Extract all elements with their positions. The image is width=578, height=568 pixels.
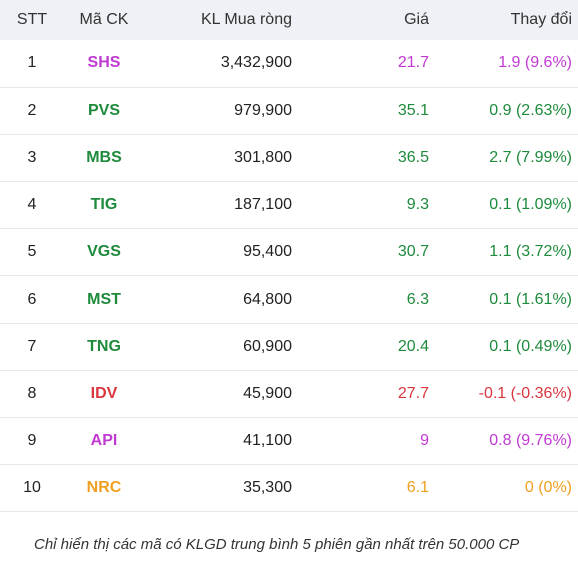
table-row[interactable]: 8 IDV 45,900 27.7 -0.1 (-0.36%): [0, 370, 578, 418]
header-kl-mua-rong: KL Mua ròng: [200, 11, 292, 28]
footnote: Chỉ hiển thị các mã có KLGD trung bình 5…: [34, 536, 520, 553]
row-kl-mua-rong: 60,900: [243, 337, 292, 355]
row-symbol[interactable]: PVS: [87, 101, 120, 119]
row-symbol[interactable]: MBS: [86, 148, 122, 166]
table-row[interactable]: 4 TIG 187,100 9.3 0.1 (1.09%): [0, 182, 578, 229]
row-thay-doi: 0 (0%): [524, 479, 572, 497]
row-kl-mua-rong: 187,100: [234, 196, 292, 214]
row-thay-doi: -0.1 (-0.36%): [478, 384, 572, 402]
row-thay-doi: 0.8 (9.76%): [489, 432, 572, 450]
table-row[interactable]: 3 MBS 301,800 36.5 2.7 (7.99%): [0, 134, 578, 182]
row-symbol[interactable]: IDV: [90, 384, 118, 402]
row-stt: 9: [27, 432, 37, 450]
row-thay-doi: 0.1 (1.09%): [489, 196, 572, 214]
row-thay-doi: 1.9 (9.6%): [498, 54, 572, 72]
row-thay-doi: 0.1 (0.49%): [489, 337, 572, 355]
row-kl-mua-rong: 3,432,900: [220, 54, 292, 72]
row-gia: 27.7: [397, 384, 429, 402]
row-stt: 3: [27, 148, 37, 166]
row-gia: 20.4: [397, 337, 429, 355]
row-thay-doi: 0.9 (2.63%): [489, 101, 572, 119]
row-symbol[interactable]: NRC: [86, 479, 122, 497]
row-gia: 36.5: [397, 148, 429, 166]
header-thay-doi: Thay đổi: [510, 11, 572, 28]
row-symbol[interactable]: API: [90, 432, 118, 450]
row-kl-mua-rong: 45,900: [243, 384, 292, 402]
row-thay-doi: 1.1 (3.72%): [489, 243, 572, 261]
row-symbol[interactable]: MST: [87, 290, 121, 308]
row-gia: 9.3: [406, 196, 429, 214]
row-symbol[interactable]: TIG: [90, 196, 118, 214]
row-gia: 9: [420, 432, 429, 450]
row-stt: 10: [23, 479, 41, 497]
row-stt: 4: [27, 196, 37, 214]
table-header-row: STT Mã CK KL Mua ròng Giá Thay đổi: [0, 0, 578, 40]
header-ma-ck: Mã CK: [79, 11, 129, 28]
row-gia: 21.7: [397, 54, 429, 72]
header-gia: Giá: [404, 11, 429, 28]
row-stt: 1: [27, 54, 37, 72]
table-row[interactable]: 10 NRC 35,300 6.1 0 (0%): [0, 465, 578, 512]
row-gia: 6.3: [406, 290, 429, 308]
table-row[interactable]: 6 MST 64,800 6.3 0.1 (1.61%): [0, 276, 578, 324]
row-kl-mua-rong: 301,800: [234, 148, 292, 166]
net-buy-table: STT Mã CK KL Mua ròng Giá Thay đổi 1 SHS 3…: [0, 0, 578, 512]
row-kl-mua-rong: 64,800: [243, 290, 292, 308]
row-stt: 2: [27, 101, 37, 119]
row-stt: 6: [27, 290, 37, 308]
header-stt: STT: [16, 11, 48, 28]
row-kl-mua-rong: 95,400: [243, 243, 292, 261]
table-row[interactable]: 1 SHS 3,432,900 21.7 1.9 (9.6%): [0, 40, 578, 88]
row-symbol[interactable]: TNG: [87, 337, 121, 355]
table-row[interactable]: 9 API 41,100 9 0.8 (9.76%): [0, 418, 578, 465]
row-symbol[interactable]: SHS: [87, 54, 121, 72]
row-stt: 7: [27, 337, 37, 355]
row-symbol[interactable]: VGS: [87, 243, 121, 261]
table-body: 1 SHS 3,432,900 21.7 1.9 (9.6%) 2 PVS 979,900 35…: [0, 40, 578, 512]
row-kl-mua-rong: 41,100: [243, 432, 292, 450]
row-thay-doi: 0.1 (1.61%): [489, 290, 572, 308]
row-kl-mua-rong: 979,900: [234, 101, 292, 119]
table-row[interactable]: 2 PVS 979,900 35.1 0.9 (2.63%): [0, 87, 578, 135]
row-thay-doi: 2.7 (7.99%): [489, 148, 572, 166]
row-gia: 6.1: [406, 479, 429, 497]
row-gia: 35.1: [397, 101, 429, 119]
table-row[interactable]: 5 VGS 95,400 30.7 1.1 (3.72%): [0, 229, 578, 276]
row-gia: 30.7: [397, 243, 429, 261]
table-row[interactable]: 7 TNG 60,900 20.4 0.1 (0.49%): [0, 323, 578, 371]
row-kl-mua-rong: 35,300: [243, 479, 292, 497]
row-stt: 5: [27, 243, 37, 261]
row-stt: 8: [27, 384, 37, 402]
